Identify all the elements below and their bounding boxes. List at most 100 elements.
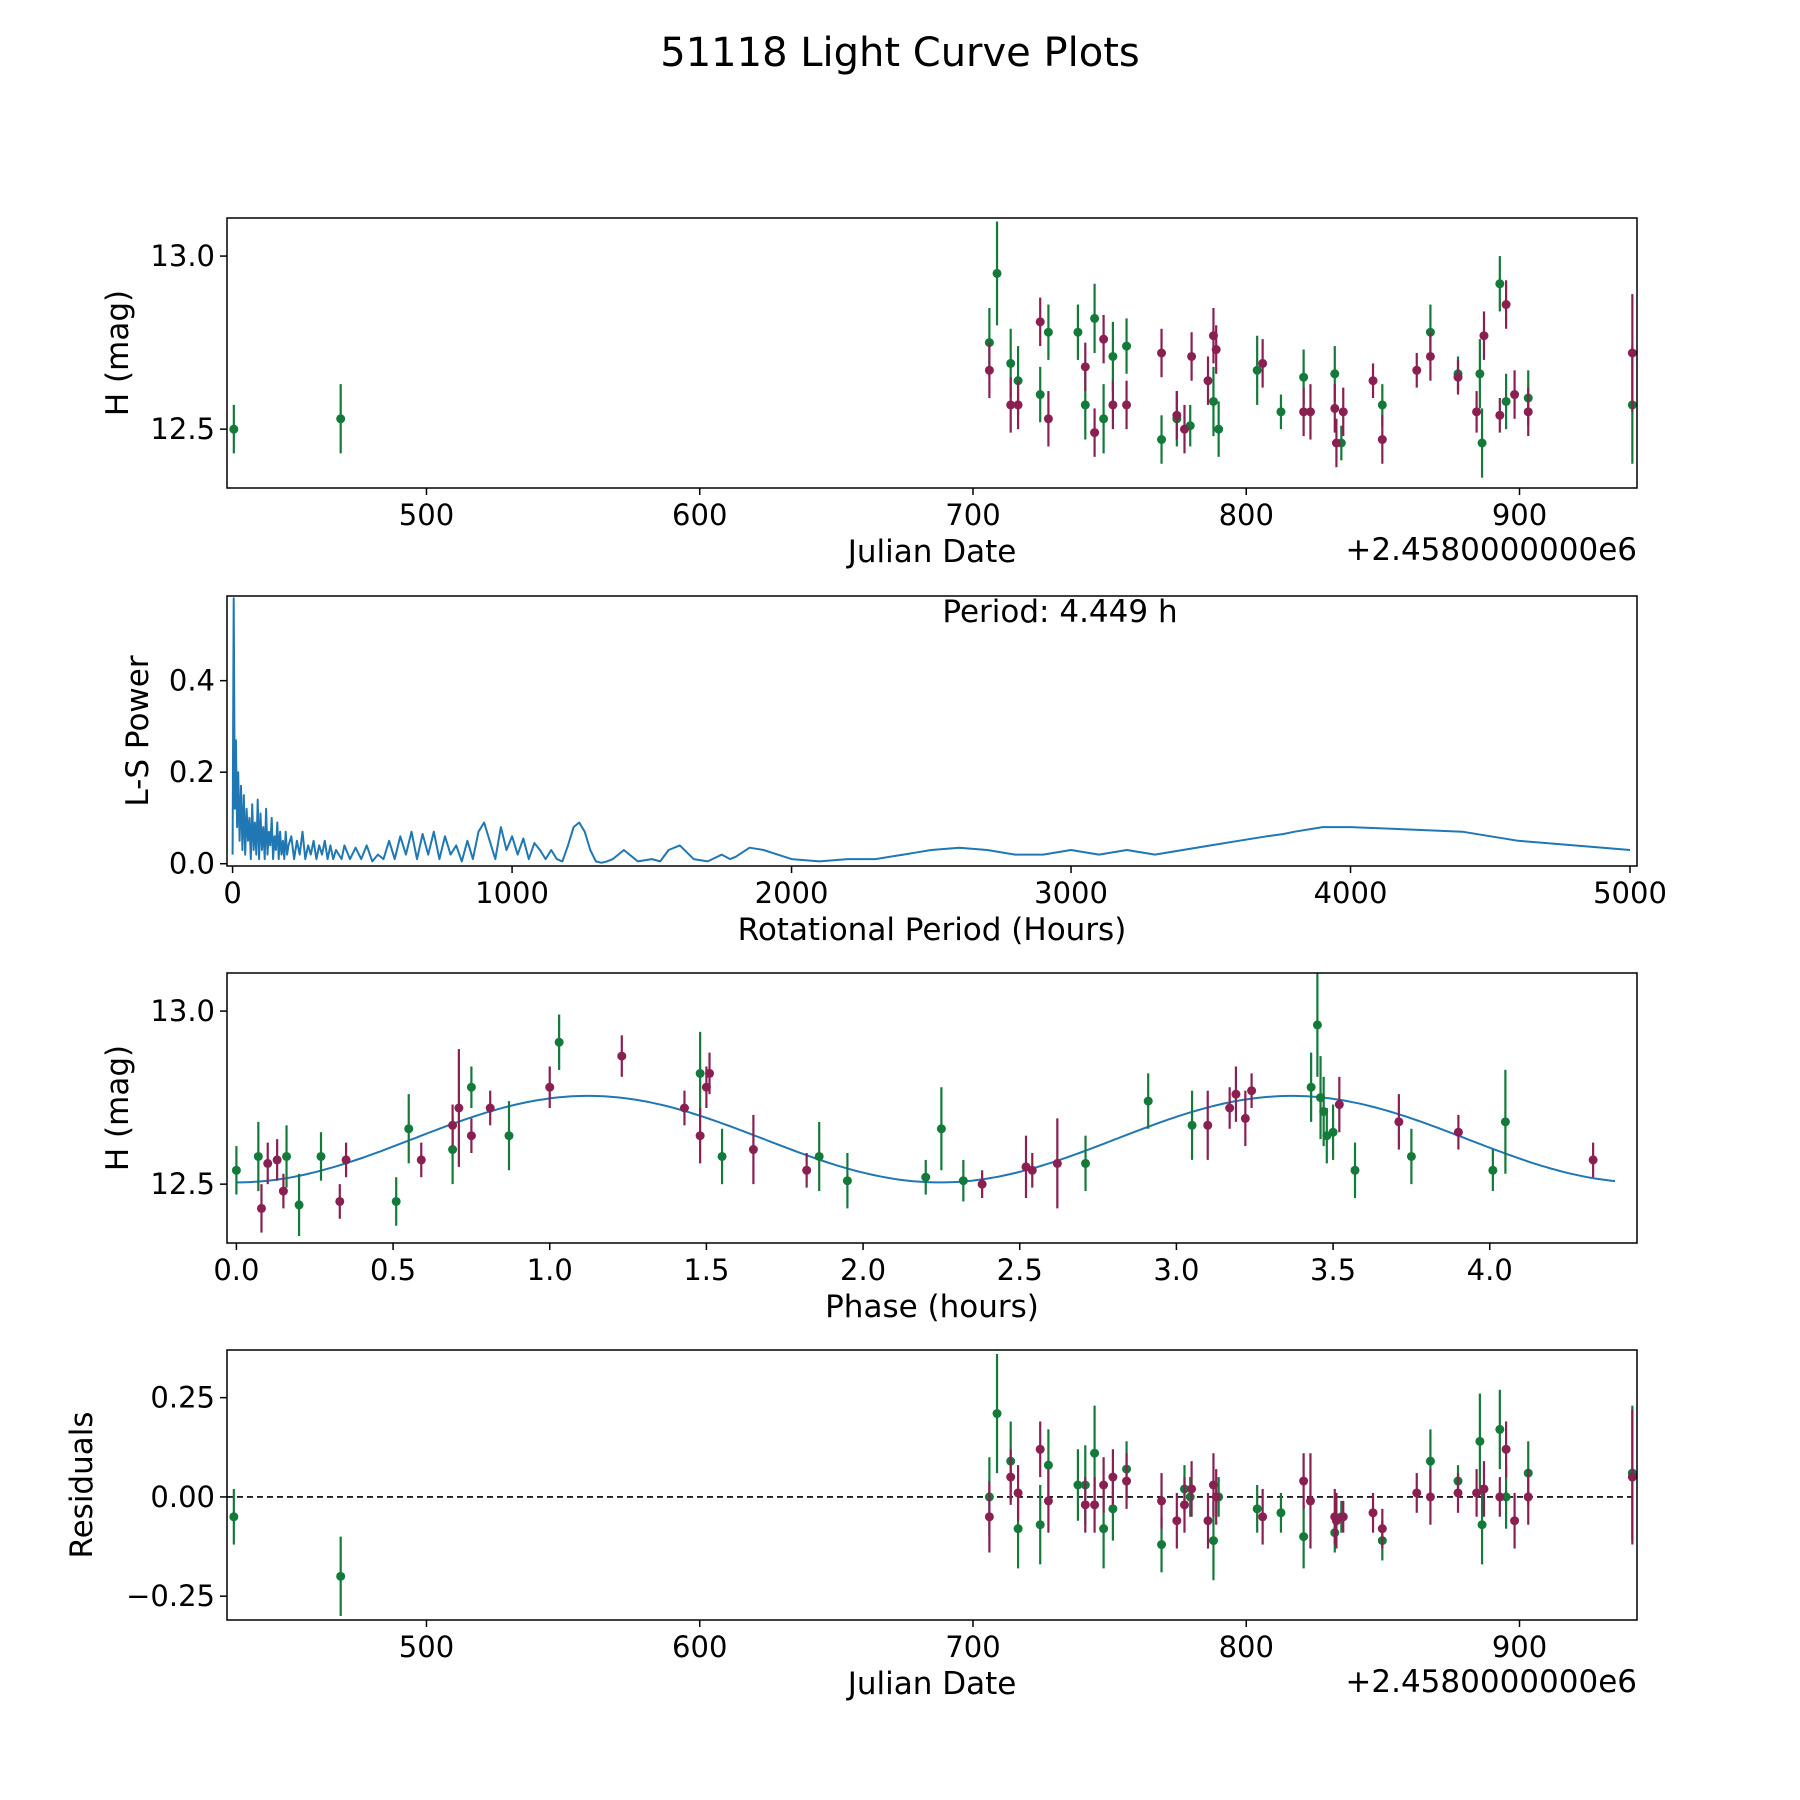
phased-point-green bbox=[936, 1124, 946, 1134]
lightcurve-ytick-label: 13.0 bbox=[150, 239, 215, 273]
residuals-point-maroon bbox=[1258, 1512, 1268, 1522]
phased-xtick-label: 2.5 bbox=[997, 1253, 1043, 1287]
residuals-point-green bbox=[1108, 1504, 1118, 1514]
phased-point-green bbox=[231, 1165, 241, 1175]
phased-point-green bbox=[404, 1124, 414, 1134]
phased-xtick-label: 3.5 bbox=[1310, 1253, 1356, 1287]
phased-point-maroon bbox=[485, 1103, 495, 1113]
phased-point-maroon bbox=[802, 1165, 812, 1175]
lightcurve-point-maroon bbox=[1377, 435, 1387, 445]
lightcurve-point-maroon bbox=[1412, 365, 1422, 375]
residuals-point-maroon bbox=[1108, 1472, 1118, 1482]
residuals-point-maroon bbox=[1122, 1476, 1132, 1486]
residuals-point-green bbox=[1157, 1540, 1167, 1550]
phased-point-green bbox=[1328, 1127, 1338, 1137]
residuals-point-maroon bbox=[1013, 1488, 1023, 1498]
residuals-point-maroon bbox=[1043, 1496, 1053, 1506]
residuals-point-maroon bbox=[1211, 1492, 1221, 1502]
phased-point-green bbox=[282, 1151, 292, 1161]
residuals-point-maroon bbox=[1627, 1472, 1637, 1482]
phased-point-green bbox=[554, 1037, 564, 1047]
lightcurve-point-green bbox=[1099, 414, 1109, 424]
lightcurve-point-maroon bbox=[1331, 438, 1341, 448]
lightcurve-point-maroon bbox=[1425, 351, 1435, 361]
lightcurve-point-maroon bbox=[1305, 407, 1315, 417]
residuals-point-green bbox=[1475, 1436, 1485, 1446]
phased-point-green bbox=[391, 1196, 401, 1206]
periodogram-xtick-label: 4000 bbox=[1314, 876, 1388, 910]
lightcurve-point-maroon bbox=[1043, 414, 1053, 424]
residuals-point-green bbox=[1208, 1536, 1218, 1546]
phased-xtick-label: 4.0 bbox=[1467, 1253, 1513, 1287]
phased-point-maroon bbox=[1225, 1103, 1235, 1113]
phased-point-maroon bbox=[335, 1196, 345, 1206]
lightcurve-point-green bbox=[1108, 351, 1118, 361]
lightcurve-offset-text: +2.4580000000e6 bbox=[1345, 532, 1637, 568]
phased-point-maroon bbox=[263, 1158, 273, 1168]
residuals-point-green bbox=[1013, 1524, 1023, 1534]
lightcurve-xtick-label: 800 bbox=[1219, 498, 1274, 532]
phased-point-green bbox=[1312, 1020, 1322, 1030]
residuals-point-maroon bbox=[1425, 1492, 1435, 1502]
periodogram-ylabel: L-S Power bbox=[120, 655, 156, 806]
phased-point-maroon bbox=[1052, 1158, 1062, 1168]
residuals-point-maroon bbox=[1377, 1524, 1387, 1534]
residuals-point-maroon bbox=[1495, 1492, 1505, 1502]
residuals-point-maroon bbox=[1523, 1492, 1533, 1502]
residuals-point-maroon bbox=[1090, 1500, 1100, 1510]
lightcurve-point-green bbox=[1073, 327, 1083, 337]
periodogram-ytick-label: 0.4 bbox=[169, 664, 215, 698]
residuals-point-green bbox=[336, 1571, 346, 1581]
phased-point-maroon bbox=[1453, 1127, 1463, 1137]
lightcurve-point-green bbox=[1299, 372, 1309, 382]
lightcurve-point-maroon bbox=[1179, 424, 1189, 434]
lightcurve-point-maroon bbox=[1258, 358, 1268, 368]
lightcurve-point-maroon bbox=[1203, 376, 1213, 386]
residuals-point-maroon bbox=[1501, 1444, 1511, 1454]
lightcurve-point-green bbox=[1157, 435, 1167, 445]
phased-point-green bbox=[1306, 1082, 1316, 1092]
residuals-point-maroon bbox=[1479, 1484, 1489, 1494]
phased-point-maroon bbox=[748, 1145, 758, 1155]
phased-ylabel: H (mag) bbox=[100, 1045, 136, 1171]
lightcurve-point-green bbox=[1214, 424, 1224, 434]
phased-point-maroon bbox=[705, 1068, 715, 1078]
figure-title: 51118 Light Curve Plots bbox=[660, 30, 1139, 76]
phased-point-green bbox=[1488, 1165, 1498, 1175]
phased-xlabel: Phase (hours) bbox=[825, 1289, 1039, 1325]
lightcurve-point-maroon bbox=[1472, 407, 1482, 417]
residuals-point-maroon bbox=[1080, 1500, 1090, 1510]
residuals-point-maroon bbox=[1472, 1488, 1482, 1498]
lightcurve-ytick-label: 12.5 bbox=[150, 412, 215, 446]
lightcurve-xtick-label: 600 bbox=[672, 498, 727, 532]
lightcurve-point-maroon bbox=[1368, 376, 1378, 386]
lightcurve-frame bbox=[226, 217, 1638, 489]
phased-xtick-label: 1.5 bbox=[683, 1253, 729, 1287]
lightcurve-point-green bbox=[1122, 341, 1132, 351]
lightcurve-point-green bbox=[1330, 369, 1340, 379]
residuals-point-green bbox=[1185, 1492, 1195, 1502]
lightcurve-point-green bbox=[1501, 396, 1511, 406]
residuals-xtick-label: 600 bbox=[672, 1630, 727, 1664]
residuals-ytick-label: −0.25 bbox=[126, 1579, 215, 1613]
lightcurve-data-layer bbox=[229, 221, 1637, 478]
residuals-point-green bbox=[1276, 1508, 1286, 1518]
residuals-xtick-label: 900 bbox=[1492, 1630, 1547, 1664]
phased-xtick-label: 1.0 bbox=[527, 1253, 573, 1287]
lightcurve-panel: 500 600 700 800 900 12.5 13.0 Julian Date H (mag… bbox=[100, 217, 1638, 570]
residuals-ytick-label: 0.00 bbox=[150, 1480, 215, 1514]
lightcurve-point-maroon bbox=[1338, 407, 1348, 417]
periodogram-xtick-label: 2000 bbox=[755, 876, 829, 910]
lightcurve-point-green bbox=[1035, 390, 1045, 400]
residuals-point-green bbox=[229, 1512, 239, 1522]
residuals-point-green bbox=[1477, 1520, 1487, 1530]
phased-point-maroon bbox=[977, 1179, 987, 1189]
lightcurve-point-green bbox=[1006, 358, 1016, 368]
residuals-point-green bbox=[1299, 1532, 1309, 1542]
periodogram-xlabel: Rotational Period (Hours) bbox=[738, 912, 1127, 948]
periodogram-xtick-label: 3000 bbox=[1034, 876, 1108, 910]
residuals-point-maroon bbox=[1006, 1472, 1016, 1482]
lightcurve-point-maroon bbox=[1453, 372, 1463, 382]
periodogram-ytick-label: 0.2 bbox=[169, 755, 215, 789]
residuals-ylabel: Residuals bbox=[64, 1411, 100, 1558]
